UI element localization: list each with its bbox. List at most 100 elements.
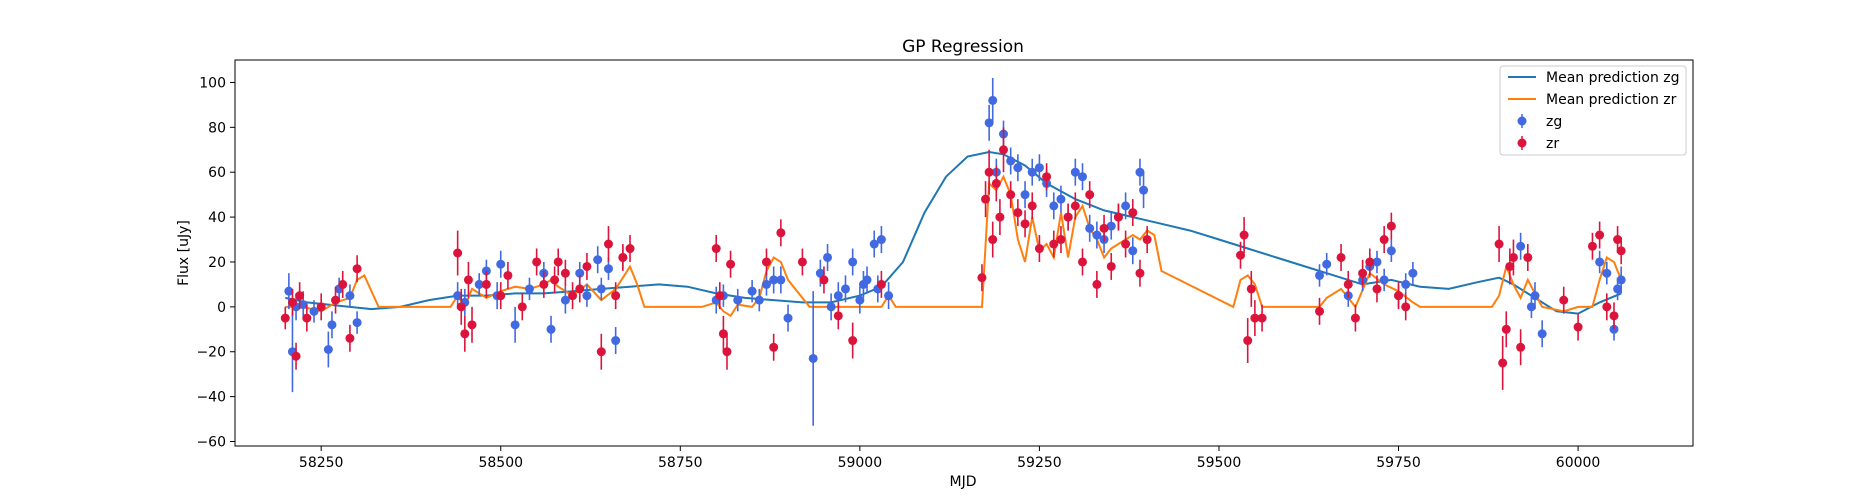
point-zr (1365, 248, 1375, 276)
marker-zr (1616, 246, 1626, 256)
marker-zg (815, 268, 825, 278)
marker-zg (1530, 291, 1540, 301)
point-zr (553, 248, 563, 276)
marker-zr (988, 235, 998, 245)
marker-zg (1128, 246, 1138, 256)
marker-zg (823, 252, 833, 262)
x-axis-label: MJD (950, 474, 977, 490)
observations (280, 77, 1626, 426)
point-zg (754, 288, 764, 312)
point-zg (1602, 261, 1612, 285)
point-zr (1027, 192, 1037, 220)
point-zr (625, 235, 635, 262)
legend-swatch-zr (1517, 138, 1527, 148)
point-zg (546, 315, 556, 343)
marker-zg (869, 239, 879, 249)
marker-zr (550, 275, 560, 285)
point-zr (302, 304, 312, 332)
marker-zr (338, 279, 348, 289)
point-zr (1106, 253, 1116, 280)
point-zg (1121, 192, 1131, 220)
marker-zg (352, 318, 362, 328)
point-zr (1092, 270, 1102, 298)
marker-zg (323, 345, 333, 354)
point-zg (352, 311, 362, 334)
marker-zr (1257, 313, 1267, 323)
marker-zg (1092, 230, 1102, 240)
point-zr (1078, 248, 1088, 276)
marker-zg (1526, 302, 1536, 312)
point-zr (991, 165, 1001, 202)
point-zg (1006, 147, 1016, 175)
marker-zg (984, 118, 994, 128)
marker-zg (848, 257, 858, 267)
marker-zg (345, 291, 355, 301)
point-zg (808, 291, 818, 426)
marker-zr (1401, 302, 1411, 312)
point-zg (582, 284, 592, 307)
point-zr (1113, 203, 1123, 231)
point-zr (467, 306, 477, 343)
point-zr (1315, 297, 1325, 325)
point-zr (560, 259, 570, 287)
marker-zg (560, 295, 570, 305)
marker-zg (855, 295, 865, 305)
marker-zr (1106, 261, 1116, 271)
marker-zr (1613, 235, 1623, 245)
point-zr (1516, 329, 1526, 366)
marker-zg (1049, 201, 1059, 211)
marker-zg (808, 353, 818, 363)
point-zr (1602, 293, 1612, 321)
marker-zr (1063, 212, 1073, 222)
x-tick-label: 58250 (299, 455, 344, 471)
marker-zg (593, 255, 603, 265)
point-zr (481, 270, 491, 298)
point-zr (726, 250, 736, 278)
point-zr (761, 248, 771, 276)
marker-zr (1135, 268, 1145, 278)
point-zr (611, 282, 621, 310)
marker-zg (747, 286, 757, 296)
marker-zr (1070, 201, 1080, 211)
y-tick-label: 80 (208, 120, 226, 136)
point-zr (280, 306, 290, 330)
point-zr (718, 315, 728, 352)
point-zr (1070, 192, 1080, 220)
marker-zr (1516, 342, 1526, 352)
y-tick-label: −60 (196, 435, 226, 451)
point-zr (1246, 270, 1256, 307)
marker-zg (1020, 190, 1030, 200)
point-zr (1056, 226, 1066, 253)
marker-zg (1322, 259, 1332, 269)
x-tick-label: 59000 (838, 455, 883, 471)
marker-zg (1139, 185, 1149, 195)
point-zr (596, 333, 606, 370)
marker-zg (510, 320, 520, 330)
marker-zr (1595, 230, 1605, 240)
marker-zg (524, 284, 534, 294)
marker-zr (1250, 313, 1260, 323)
marker-zr (603, 239, 613, 249)
point-zg (309, 300, 319, 323)
y-axis-label: Flux [uJy] (176, 220, 192, 286)
x-tick-label: 59750 (1376, 455, 1421, 471)
marker-zr (1113, 212, 1123, 222)
marker-zg (309, 306, 319, 316)
point-zg (1537, 320, 1547, 348)
point-zr (999, 127, 1009, 173)
marker-zr (722, 347, 732, 357)
point-zr (1508, 239, 1518, 276)
point-zg (560, 286, 570, 314)
marker-zr (625, 244, 635, 254)
marker-zr (596, 347, 606, 357)
point-zr (1006, 181, 1016, 209)
marker-zr (1013, 208, 1023, 218)
marker-zg (754, 295, 764, 305)
marker-zg (988, 95, 998, 105)
y-tick-label: 100 (199, 75, 226, 91)
marker-zg (1056, 194, 1066, 204)
marker-zr (1246, 284, 1256, 294)
point-zg (1386, 239, 1396, 262)
marker-zr (715, 291, 725, 301)
marker-zr (1587, 241, 1597, 251)
